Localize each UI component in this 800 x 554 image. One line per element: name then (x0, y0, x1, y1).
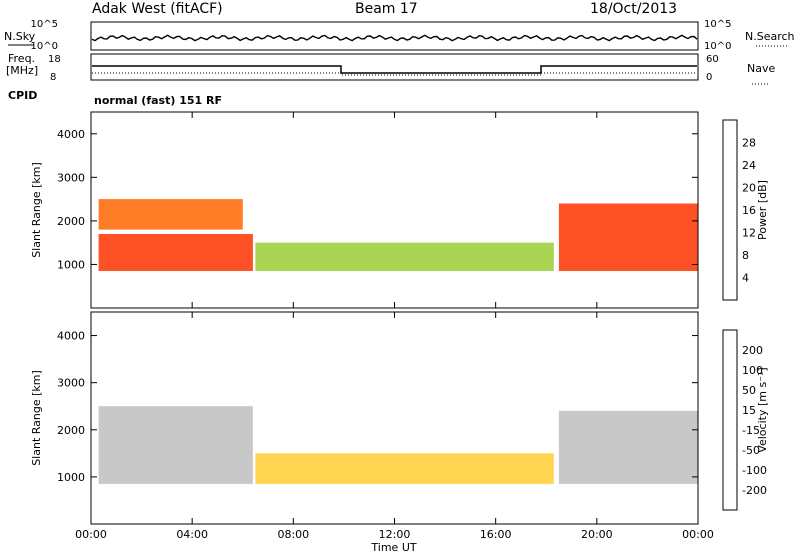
velocity-region-2 (558, 410, 698, 484)
xtick-label-5: 20:00 (581, 528, 613, 541)
power-axes: 1000 2000 3000 4000 (57, 112, 699, 308)
power-cbar-tick-3: 16 (742, 204, 756, 217)
power-heatmap (98, 199, 698, 271)
nave-trace (92, 72, 697, 76)
power-ytick-label-3: 4000 (57, 128, 85, 141)
freq-tick-high: 18 (48, 54, 61, 65)
velocity-ylabel: Slant Range [km] (30, 370, 43, 466)
noise-tick-left-low: 10^0 (31, 41, 58, 52)
power-ylabel: Slant Range [km] (30, 162, 43, 258)
xtick-label-1: 04:00 (176, 528, 208, 541)
velocity-ytick-label-2: 3000 (57, 377, 85, 390)
velocity-ytick-label-3: 4000 (57, 330, 85, 343)
power-ytick-label-2: 3000 (57, 171, 85, 184)
velocity-heatmap (98, 406, 698, 484)
vel-cbar-tick-7: -200 (742, 484, 767, 497)
xtick-label-3: 12:00 (379, 528, 411, 541)
freq-tick-low: 8 (50, 72, 56, 83)
power-cbar-tick-5: 8 (742, 249, 749, 262)
nave-label: Nave (747, 62, 775, 75)
velocity-colorbar-label: Velocity [m s⁻¹] (756, 367, 769, 452)
power-colorbar-label: Power [dB] (756, 180, 769, 240)
power-cbar-frame (722, 119, 738, 301)
power-ytick-label-0: 1000 (57, 258, 85, 271)
noise-trace (91, 34, 698, 42)
power-ytick-label-1: 2000 (57, 215, 85, 228)
noise-tick-left-high: 10^5 (31, 19, 58, 30)
power-region-3 (558, 203, 698, 271)
power-cbar-tick-6: 4 (742, 272, 749, 285)
freq-label: Freq. (8, 52, 35, 65)
power-region-2 (255, 242, 554, 271)
velocity-colorbar: 200 100 50 15 -15 -50 -100 -200 (722, 329, 767, 511)
vel-cbar-tick-6: -100 (742, 464, 767, 477)
velocity-ytick-label-0: 1000 (57, 471, 85, 484)
velocity-region-1 (255, 453, 554, 484)
xtick-label-2: 08:00 (277, 528, 309, 541)
velocity-ytick-label-1: 2000 (57, 424, 85, 437)
freq-panel-frame (90, 53, 699, 81)
power-colorbar: 28 24 20 16 12 8 4 (722, 119, 756, 301)
noise-tick-right-low: 10^0 (704, 41, 731, 52)
freq-trace (92, 65, 697, 74)
power-cbar-tick-4: 12 (742, 227, 756, 240)
cpid-label: CPID (8, 89, 37, 102)
vel-cbar-tick-0: 200 (742, 344, 763, 357)
xtick-label-4: 16:00 (480, 528, 512, 541)
date-title: 18/Oct/2013 (590, 1, 677, 17)
power-region-1 (98, 199, 243, 230)
cpid-value: normal (fast) 151 RF (94, 94, 222, 107)
vel-cbar-tick-1: 100 (742, 364, 763, 377)
vel-cbar-tick-3: 15 (742, 404, 756, 417)
power-cbar-tick-2: 20 (742, 182, 756, 195)
xtick-label-6: 00:00 (682, 528, 714, 541)
power-cbar-tick-0: 28 (742, 137, 756, 150)
radar-title: Adak West (fitACF) (92, 1, 223, 17)
noise-panel-frame (90, 21, 699, 51)
vel-cbar-tick-2: 50 (742, 384, 756, 397)
nave-tick-high: 60 (706, 54, 719, 65)
noise-tick-right-high: 10^5 (704, 19, 731, 30)
vel-cbar-tick-4: -15 (742, 424, 760, 437)
nsearch-label: N.Search (745, 30, 795, 43)
freq-unit-label: [MHz] (6, 64, 38, 77)
power-region-0 (98, 234, 253, 271)
beam-title: Beam 17 (355, 1, 418, 17)
xtick-label-0: 00:00 (75, 528, 107, 541)
nsky-label: N.Sky (4, 30, 36, 43)
nsky-trace (91, 34, 698, 42)
power-cbar-tick-1: 24 (742, 159, 756, 172)
velocity-region-0 (98, 406, 253, 484)
xaxis-label: Time UT (370, 541, 416, 554)
vel-cbar-tick-5: -50 (742, 444, 760, 457)
vel-cbar-frame (722, 329, 738, 511)
velocity-axes: 1000 2000 3000 4000 00:00 04:00 08:00 12:00 16:0… (57, 312, 714, 541)
nave-tick-low: 0 (706, 72, 712, 83)
